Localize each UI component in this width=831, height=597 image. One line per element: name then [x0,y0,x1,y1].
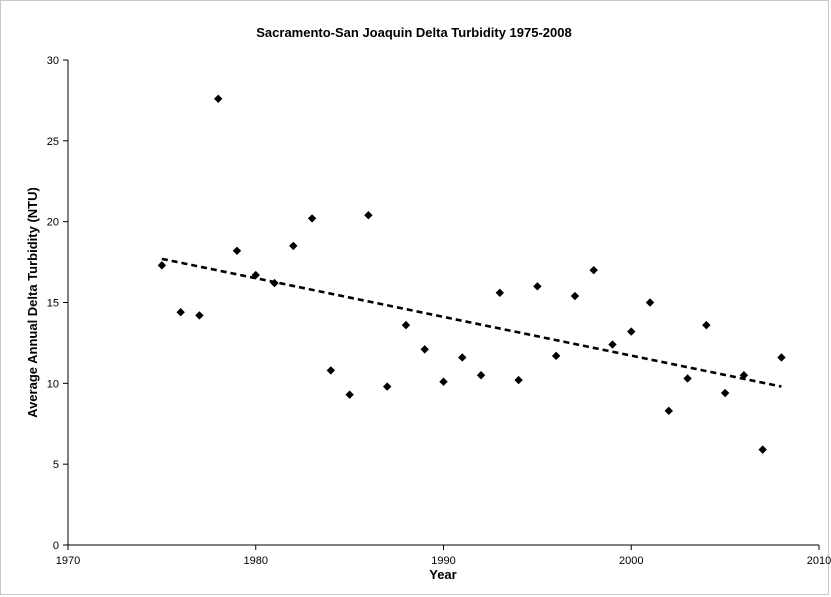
trendline [161,257,782,388]
data-point [289,241,298,251]
y-tick-label: 0 [53,540,59,552]
data-point [195,311,204,320]
data-point [382,382,392,391]
trendline-group [161,257,782,388]
data-point [702,320,711,330]
y-tick-label: 10 [47,378,59,390]
x-axis-ticks: 1970 1980 1990 2000 2010 [56,545,831,567]
y-tick-label: 20 [47,217,59,229]
data-point [439,377,448,386]
data-point [589,265,598,275]
x-tick-label: 2000 [619,555,643,567]
data-point [345,390,354,399]
data-point [570,291,580,301]
data-point [458,353,467,362]
data-point [476,371,486,380]
data-point [401,320,411,330]
y-axis-ticks: 0 5 10 15 20 25 30 [47,55,68,552]
data-point [533,282,542,291]
y-tick-label: 30 [47,55,59,67]
data-point [627,327,636,336]
data-point [364,211,373,220]
data-point [551,351,561,361]
x-tick-label: 1980 [244,555,268,567]
data-point [645,298,655,307]
data-point [664,406,673,416]
x-axis-label: Year [429,567,456,582]
data-point [683,374,692,383]
data-point [307,214,317,223]
data-point [214,94,223,103]
data-point [608,340,617,349]
data-point [777,353,786,362]
y-tick-label: 25 [47,136,59,148]
y-tick-label: 15 [47,298,59,310]
data-point [420,345,429,354]
data-points [157,94,786,454]
y-axis-label: Average Annual Delta Turbidity (NTU) [25,187,40,418]
data-point [514,375,523,385]
data-point [758,445,767,454]
chart-title: Sacramento-San Joaquin Delta Turbidity 1… [256,25,571,40]
x-tick-label: 1990 [431,555,455,567]
y-tick-label: 5 [53,459,59,471]
data-point [157,261,167,270]
data-point [232,246,242,255]
data-point [251,270,260,280]
data-point [739,371,749,380]
data-point [495,288,505,297]
x-tick-label: 1970 [56,555,80,567]
x-tick-label: 2010 [807,555,831,567]
data-point [270,278,279,288]
data-point [720,388,730,398]
data-point [326,366,336,375]
data-point [176,308,185,317]
